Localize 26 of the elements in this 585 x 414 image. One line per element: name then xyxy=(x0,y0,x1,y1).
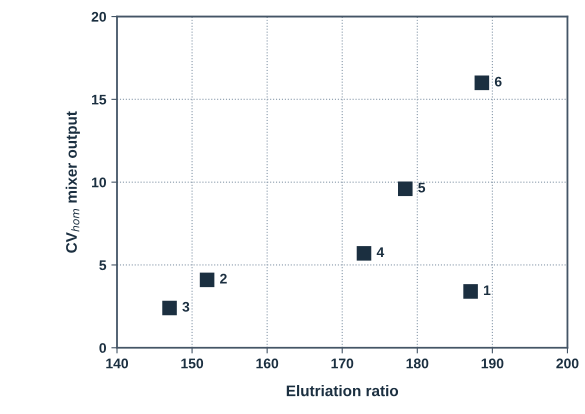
annotation: 1 xyxy=(484,285,490,296)
point xyxy=(474,76,490,90)
x-tick-label: 180 xyxy=(406,358,428,368)
y-tick-label: 5 xyxy=(99,260,106,270)
point xyxy=(162,300,177,316)
point xyxy=(463,284,478,299)
annotation: 6 xyxy=(494,76,502,87)
point xyxy=(200,272,214,288)
annotation: 2 xyxy=(220,274,227,284)
x-tick-label: 200 xyxy=(556,358,578,368)
x-axis-title: Elutriation ratio xyxy=(286,385,398,396)
y-axis-title: CV$_{hom}$ mixer output xyxy=(66,111,80,253)
x-tick-label: 170 xyxy=(332,358,354,368)
y-tick-label: 10 xyxy=(92,177,106,188)
y-tick-label: 0 xyxy=(99,343,106,353)
x-tick-label: 160 xyxy=(256,358,278,368)
x-tick-label: 150 xyxy=(181,358,204,368)
x-tick-label: 190 xyxy=(482,358,504,368)
y-tick-label: 15 xyxy=(92,94,106,105)
point xyxy=(356,246,372,261)
x-tick-label: 140 xyxy=(106,358,128,368)
annotation: 3 xyxy=(182,302,190,312)
point xyxy=(398,182,413,196)
annotation: 5 xyxy=(418,182,426,193)
annotation: 4 xyxy=(376,247,384,257)
y-tick-label: 20 xyxy=(92,12,106,22)
